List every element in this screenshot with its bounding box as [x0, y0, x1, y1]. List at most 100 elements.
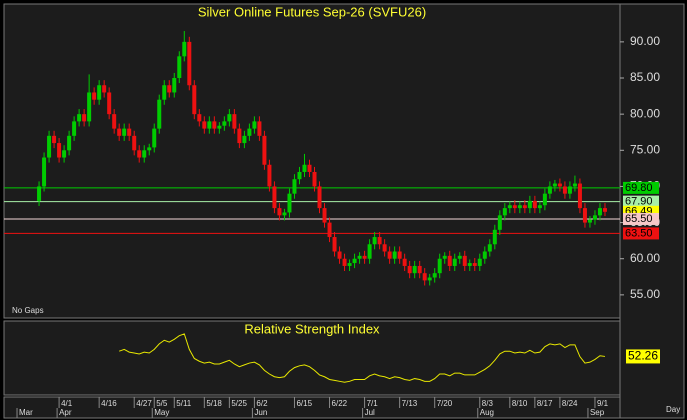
candle-body — [182, 41, 187, 57]
candle-body — [442, 255, 447, 259]
level-label-bg — [623, 195, 659, 208]
candle-body — [212, 121, 217, 129]
candle-body — [297, 171, 302, 180]
rsi-label: 52.26 — [628, 349, 658, 363]
candle-body — [47, 135, 52, 158]
x-tick-label: 5/5 — [156, 399, 168, 408]
candle-body — [562, 186, 567, 194]
y-tick-label: 80.00 — [630, 106, 660, 120]
x-tick-label: 6/15 — [296, 399, 312, 408]
candle-body — [87, 92, 92, 122]
candle-body — [467, 263, 472, 266]
candle-body — [322, 208, 327, 223]
candle-body — [132, 135, 137, 151]
candle-body — [282, 212, 287, 216]
candle-body — [547, 186, 552, 194]
candle-body — [372, 237, 377, 245]
candle-body — [157, 99, 162, 129]
level-label-bg — [623, 181, 659, 194]
x-tick-label: 8/17 — [537, 399, 553, 408]
candle-body — [262, 135, 267, 165]
candle-body — [192, 85, 197, 115]
candle-body — [312, 171, 317, 187]
candle-body — [247, 128, 252, 136]
x-tick-label: 6/2 — [256, 399, 268, 408]
chart-title: Silver Online Futures Sep-26 (SVFU26) — [198, 4, 426, 19]
candle-body — [452, 258, 457, 266]
level-label: 67.90 — [625, 196, 653, 208]
candle-body — [102, 85, 107, 93]
y-tick-label: 85.00 — [630, 70, 660, 84]
candle-body — [592, 215, 597, 220]
candle-body — [82, 114, 87, 122]
candle-body — [497, 215, 502, 230]
candle-body — [382, 244, 387, 252]
candle-body — [512, 205, 517, 209]
x-tick-label: 6/22 — [332, 399, 348, 408]
candle-body — [327, 222, 332, 238]
candle-body — [227, 114, 232, 122]
x-tick-label: 4/27 — [136, 399, 152, 408]
candle-body — [112, 114, 117, 129]
rsi-title: Relative Strength Index — [244, 321, 380, 336]
candle-body — [567, 186, 572, 194]
y-tick-label: 55.00 — [630, 287, 660, 301]
candle-body — [487, 244, 492, 252]
candle-body — [257, 121, 262, 136]
candle-body — [242, 135, 247, 144]
candle-body — [362, 255, 367, 259]
candle-body — [397, 251, 402, 259]
candle-body — [447, 255, 452, 266]
candle-body — [472, 263, 477, 266]
candle-body — [427, 277, 432, 281]
month-label: Jul — [365, 408, 375, 417]
candle-body — [337, 251, 342, 259]
y-tick-label: 90.00 — [630, 34, 660, 48]
candle-body — [387, 251, 392, 259]
month-label: Apr — [59, 408, 72, 417]
candle-body — [272, 186, 277, 209]
candle-body — [222, 121, 227, 126]
candle-body — [517, 205, 522, 209]
candle-body — [402, 258, 407, 266]
candle-body — [237, 128, 242, 144]
candle-body — [202, 121, 207, 129]
candle-body — [92, 92, 97, 100]
month-label: Mar — [19, 408, 33, 417]
candle-body — [62, 150, 67, 158]
x-tick-label: 8/24 — [562, 399, 578, 408]
level-label: 65.50 — [625, 213, 653, 225]
candle-body — [137, 150, 142, 158]
x-tick-label: 9/1 — [597, 399, 609, 408]
candle-body — [602, 208, 607, 212]
candle-body — [107, 92, 112, 115]
level-label: 69.80 — [625, 182, 653, 194]
candle-body — [207, 121, 212, 129]
candle-body — [302, 164, 307, 172]
candle-body — [537, 205, 542, 209]
candle-body — [572, 183, 577, 187]
candle-body — [57, 143, 62, 158]
candle-body — [72, 121, 77, 136]
x-tick-label: 5/11 — [176, 399, 192, 408]
candle-body — [197, 114, 202, 122]
candle-body — [142, 150, 147, 158]
candle-body — [392, 251, 397, 259]
candle-body — [462, 255, 467, 266]
candle-body — [67, 135, 72, 151]
annotation: No Gaps — [12, 306, 44, 315]
candle-body — [77, 114, 82, 122]
candle-body — [117, 128, 122, 136]
candle-body — [412, 265, 417, 274]
candle-body — [172, 78, 177, 93]
candle-body — [187, 41, 192, 86]
candle-body — [122, 128, 127, 136]
x-unit: Day — [666, 405, 680, 414]
candle-body — [252, 121, 257, 129]
rsi-line — [119, 333, 606, 383]
candle-body — [152, 128, 157, 148]
candle-body — [292, 179, 297, 194]
candle-body — [287, 193, 292, 213]
candle-body — [357, 255, 362, 259]
